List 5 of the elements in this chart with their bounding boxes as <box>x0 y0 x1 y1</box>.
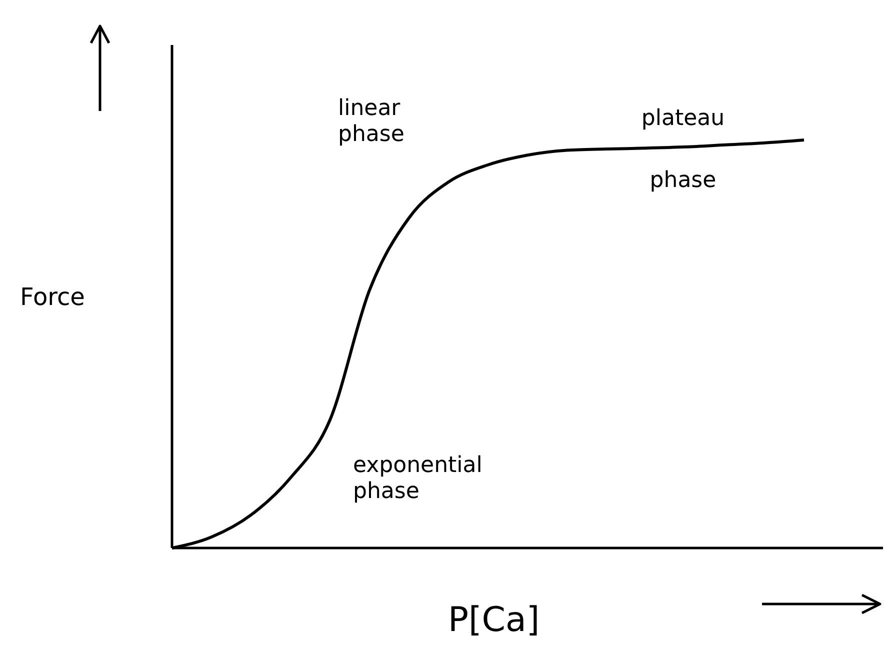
text: plateau phase <box>641 106 725 193</box>
annotation: linear phase <box>338 96 406 148</box>
annotation: exponential phase <box>353 453 484 505</box>
x-axis-title: P[Ca] <box>448 600 540 640</box>
y-axis-title: Force <box>20 283 85 311</box>
